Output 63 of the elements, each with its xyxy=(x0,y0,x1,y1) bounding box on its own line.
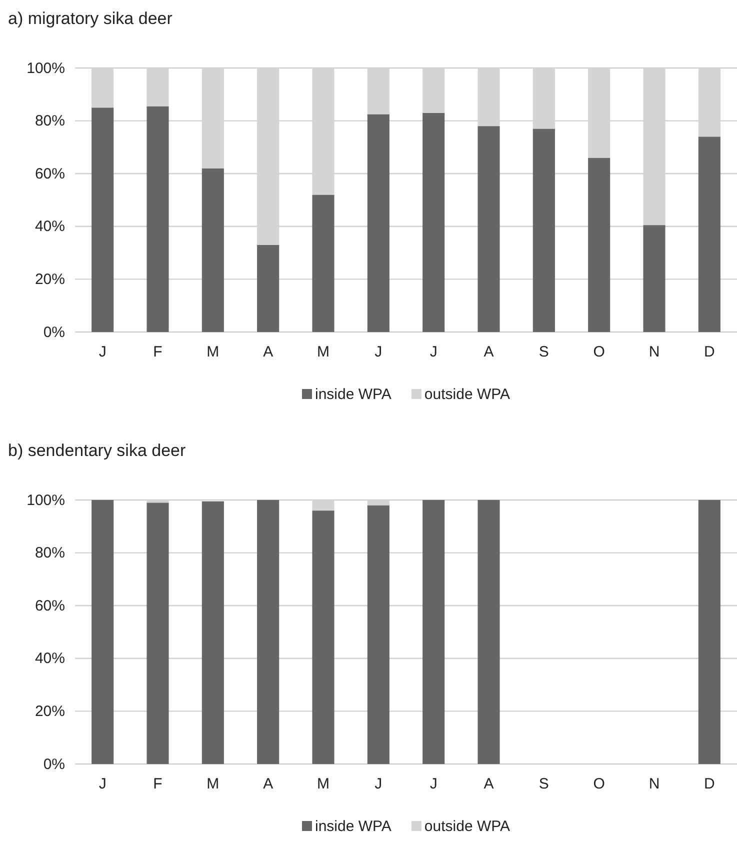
x-tick-label: O xyxy=(593,776,605,793)
x-tick-label: D xyxy=(704,344,715,361)
chart-title: b) sendentary sika deer xyxy=(8,441,186,460)
x-tick-label: M xyxy=(206,776,220,793)
bar xyxy=(202,501,224,764)
bar xyxy=(257,500,280,764)
y-tick-label: 40% xyxy=(34,218,65,236)
x-tick-label: J xyxy=(374,776,382,793)
y-tick-label: 60% xyxy=(34,165,65,182)
bar xyxy=(146,502,169,764)
x-tick-label: S xyxy=(538,776,549,793)
bar xyxy=(367,505,390,764)
y-tick-label: 60% xyxy=(34,597,65,614)
y-tick-label: 0% xyxy=(43,756,65,773)
bar xyxy=(146,106,169,332)
x-tick-label: M xyxy=(317,776,330,793)
x-tick-label: J xyxy=(430,344,438,361)
x-tick-label: D xyxy=(704,776,715,793)
bar xyxy=(257,244,280,332)
legend-label: outside WPA xyxy=(424,386,510,403)
bar xyxy=(643,225,666,332)
x-tick-label: A xyxy=(484,776,494,793)
x-tick-label: M xyxy=(317,344,330,361)
legend-label: outside WPA xyxy=(424,818,510,835)
legend-label: inside WPA xyxy=(314,818,392,835)
x-tick-label: N xyxy=(648,344,660,361)
bar xyxy=(478,500,500,764)
y-tick-label: 80% xyxy=(34,112,65,130)
y-tick-label: 0% xyxy=(43,324,65,341)
bar xyxy=(367,114,390,332)
bar xyxy=(422,112,445,332)
y-tick-label: 100% xyxy=(26,60,65,77)
bar xyxy=(478,126,500,332)
bar xyxy=(698,500,720,764)
x-tick-label: A xyxy=(484,344,494,361)
x-tick-label: O xyxy=(593,344,605,361)
x-tick-label: J xyxy=(430,776,438,793)
bar xyxy=(312,194,334,332)
bar xyxy=(202,168,224,332)
x-tick-label: J xyxy=(98,776,106,793)
bar xyxy=(92,500,114,764)
x-tick-label: J xyxy=(374,344,382,361)
x-tick-label: A xyxy=(263,776,274,793)
bar xyxy=(92,108,114,332)
x-tick-label: N xyxy=(648,776,660,793)
y-tick-label: 20% xyxy=(34,703,65,720)
x-tick-label: M xyxy=(206,344,220,361)
bar xyxy=(312,510,334,764)
bar xyxy=(588,158,610,332)
bar xyxy=(422,500,445,764)
chart-title: a) migratory sika deer xyxy=(8,9,173,28)
y-tick-label: 100% xyxy=(26,492,65,509)
x-tick-label: A xyxy=(263,344,274,361)
bar xyxy=(532,128,555,332)
legend-label: inside WPA xyxy=(314,386,392,403)
y-tick-label: 20% xyxy=(34,271,65,288)
x-tick-label: F xyxy=(153,776,162,793)
y-tick-label: 40% xyxy=(34,650,65,668)
x-tick-label: J xyxy=(98,344,106,361)
y-tick-label: 80% xyxy=(34,544,65,562)
bar xyxy=(698,136,720,332)
x-tick-label: F xyxy=(153,344,162,361)
x-tick-label: S xyxy=(538,344,549,361)
